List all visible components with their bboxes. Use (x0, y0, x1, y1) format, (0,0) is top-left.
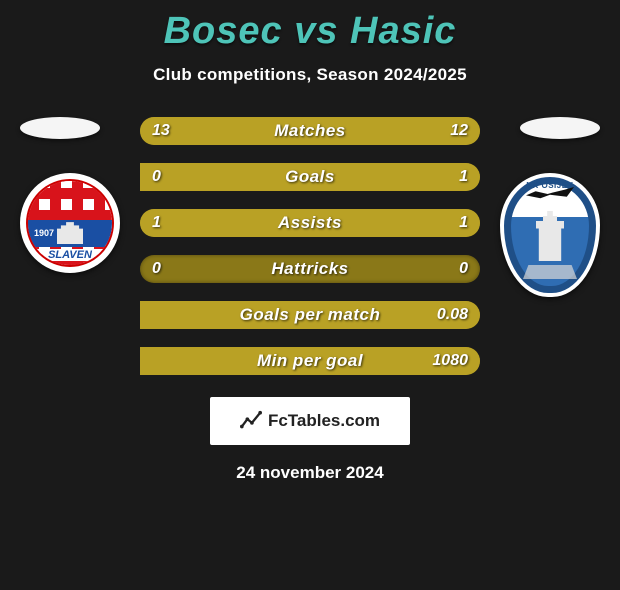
stat-bar: Min per goal1080 (140, 347, 480, 375)
brand-text: FcTables.com (268, 411, 380, 431)
stat-bar: Goals0 1 (140, 163, 480, 191)
stat-value-left: 13 (152, 122, 170, 140)
stat-label: Goals (140, 167, 480, 187)
bird-icon (526, 187, 574, 201)
stat-bar: Goals per match0.08 (140, 301, 480, 329)
comparison-subtitle: Club competitions, Season 2024/2025 (0, 65, 620, 85)
stat-value-right: 0 (459, 260, 468, 278)
stat-label: Goals per match (140, 305, 480, 325)
stat-bar: Hattricks0 0 (140, 255, 480, 283)
chart-line-icon (240, 410, 262, 432)
stat-label: Hattricks (140, 259, 480, 279)
badge-left-label: SLAVEN (28, 249, 112, 261)
castle-icon (57, 222, 83, 244)
flag-right (520, 117, 600, 139)
stat-label: Assists (140, 213, 480, 233)
stat-bar: Matches13 12 (140, 117, 480, 145)
badge-left-year: 1907 (34, 228, 54, 238)
stat-value-right: 1080 (432, 352, 468, 370)
brand-box[interactable]: FcTables.com (210, 397, 410, 445)
stat-value-right: 12 (450, 122, 468, 140)
stat-value-right: 1 (459, 214, 468, 232)
club-badge-right: NK OSIJEK (500, 173, 600, 297)
stat-value-right: 0.08 (437, 306, 468, 324)
stat-value-left: 0 (152, 168, 161, 186)
comparison-title: Bosec vs Hasic (0, 10, 620, 53)
stat-value-right: 1 (459, 168, 468, 186)
stat-bars: Matches1312Goals01Assists11Hattricks00Go… (140, 117, 480, 375)
club-badge-left: 1907 SLAVEN (20, 173, 120, 273)
comparison-body: 1907 SLAVEN NK OSIJEK Matches1312Goals01… (0, 117, 620, 375)
stat-value-left: 0 (152, 260, 161, 278)
stat-bar: Assists1 1 (140, 209, 480, 237)
update-date: 24 november 2024 (0, 463, 620, 483)
stat-label: Min per goal (140, 351, 480, 371)
flag-left (20, 117, 100, 139)
stat-label: Matches (140, 121, 480, 141)
stat-value-left: 1 (152, 214, 161, 232)
